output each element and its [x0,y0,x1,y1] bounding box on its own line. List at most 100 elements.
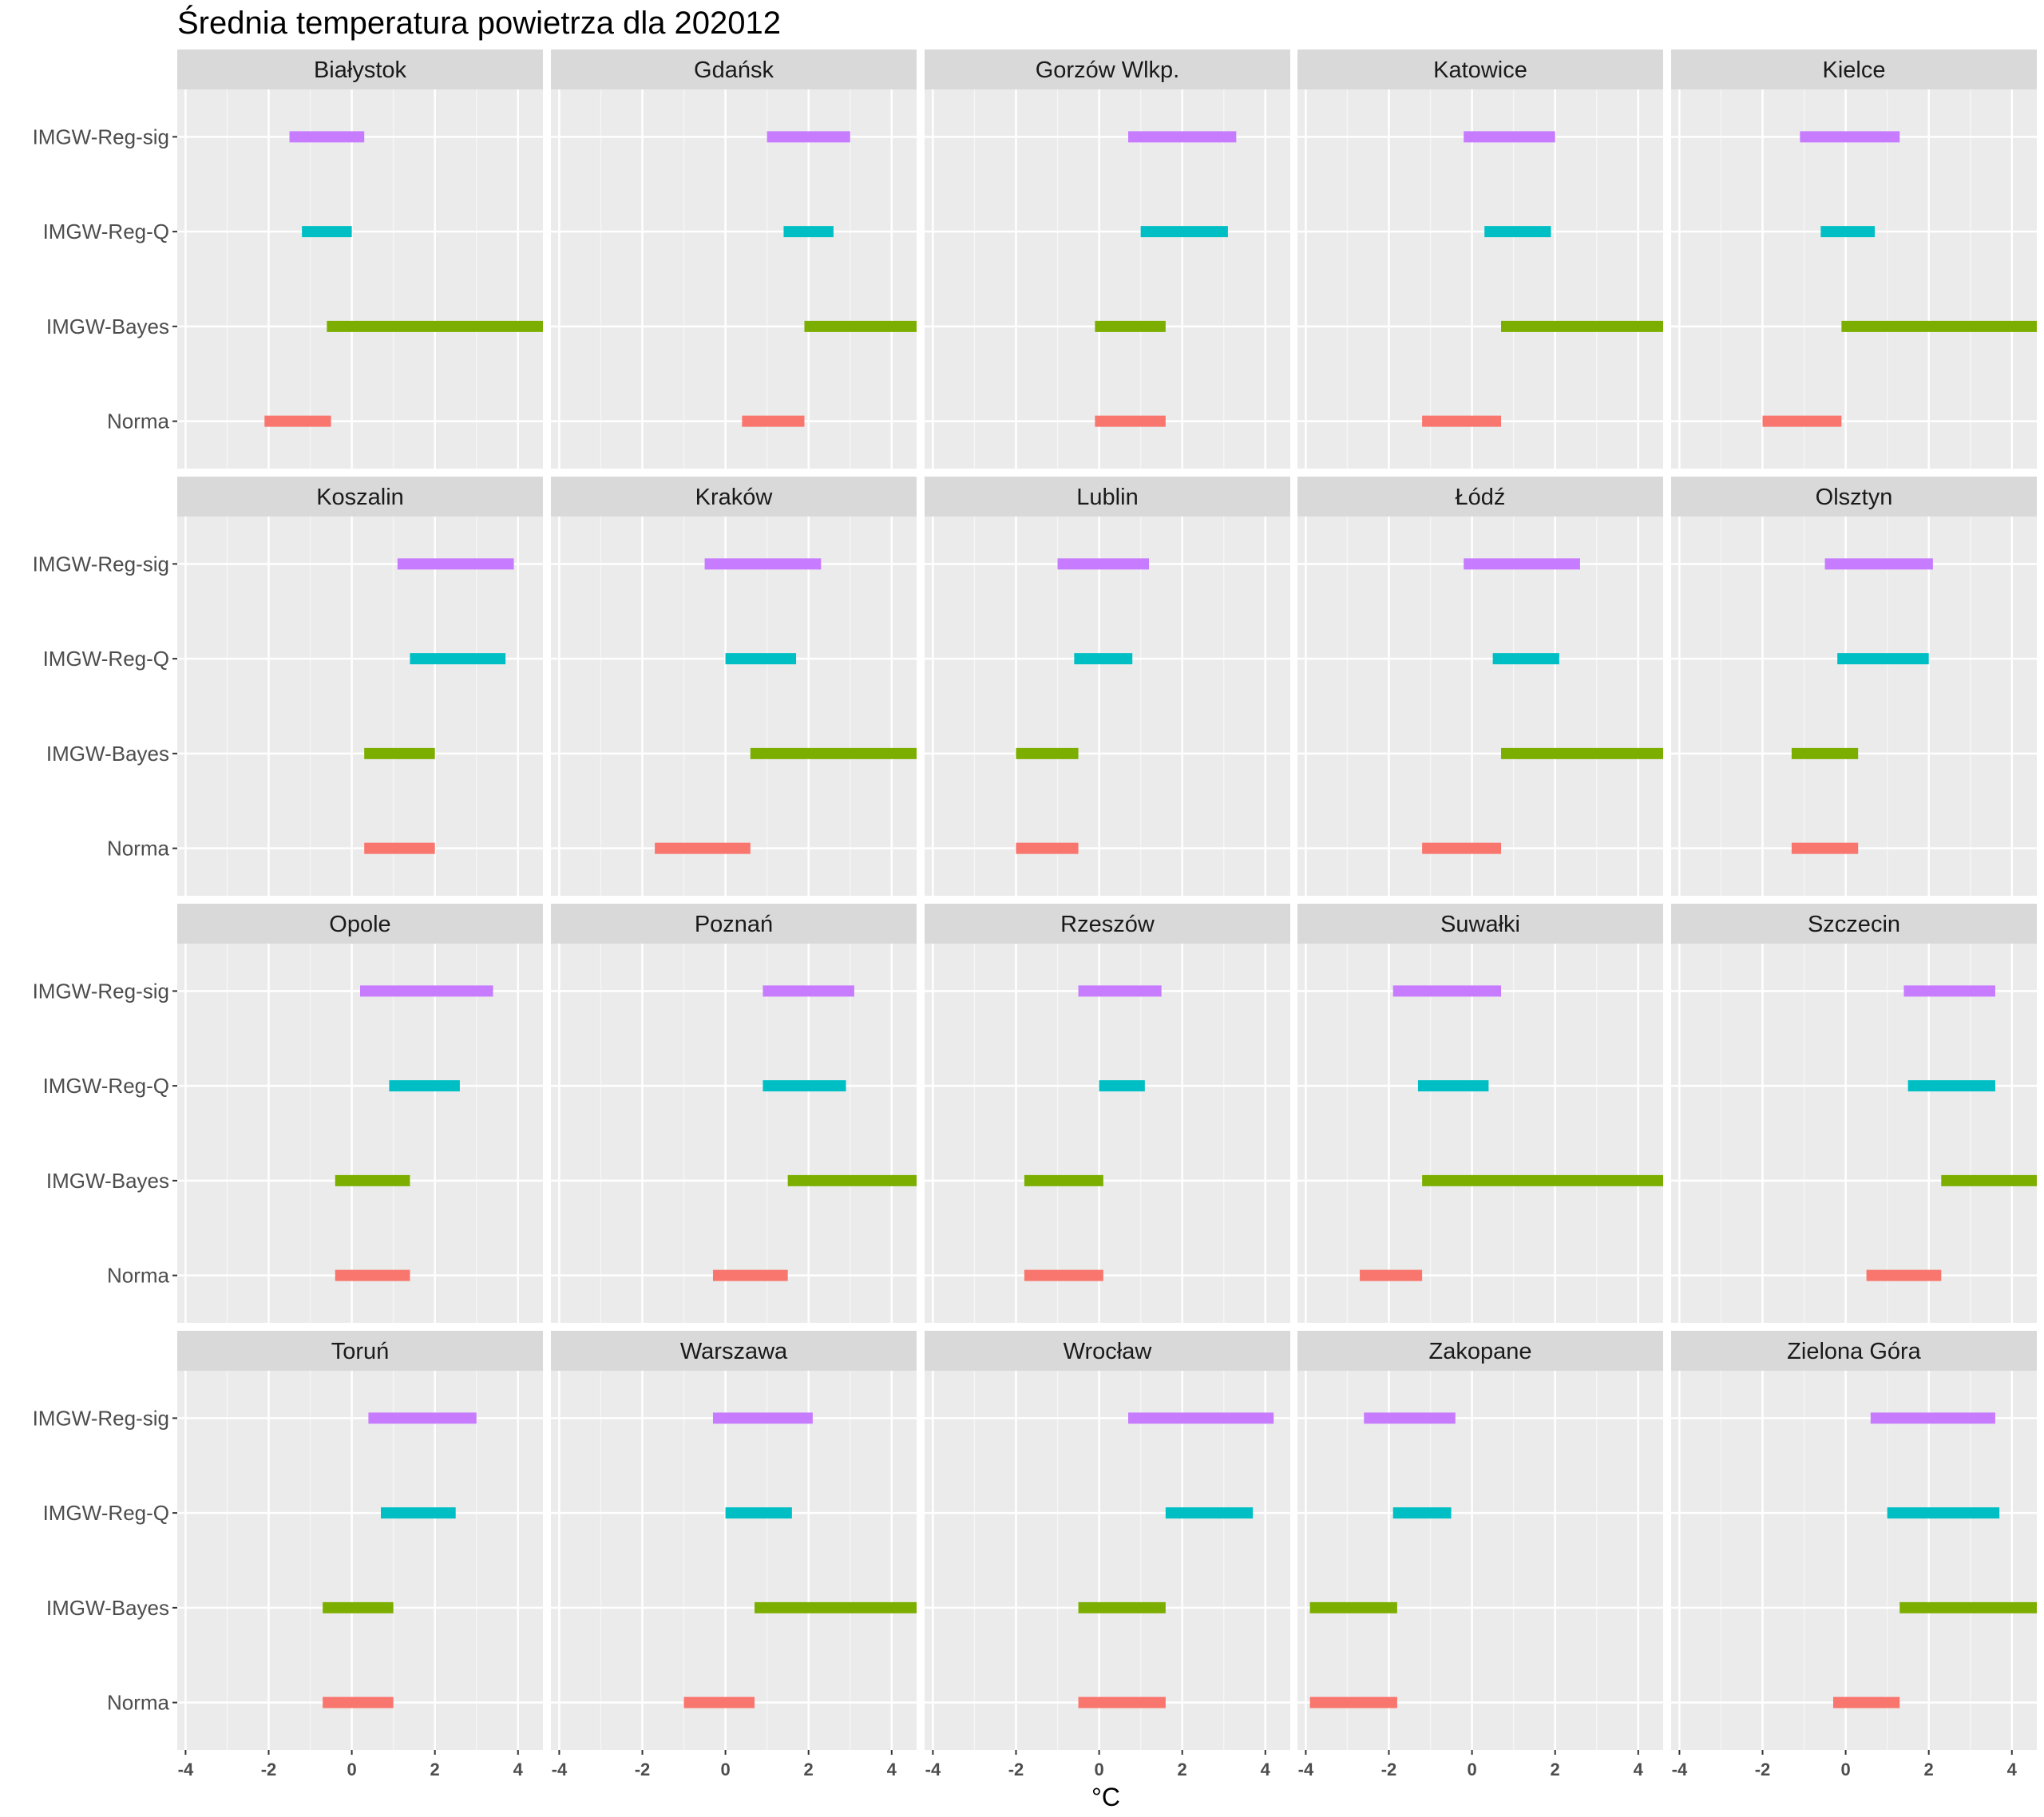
strip-label-opole: Opole [329,912,390,937]
range-bar-krakow-norma [655,842,751,854]
strip-zakopane [1297,1331,1663,1371]
y-tick-label: Norma [107,837,170,861]
plot-bg-opole [177,944,543,1323]
strip-kielce [1671,49,2037,89]
x-tick-label: 2 [430,1760,440,1779]
range-bar-olsztyn-norma [1791,842,1859,854]
range-bar-zielona-gora-imgw-reg-q [1887,1507,2000,1519]
panel-wroclaw: Wrocław -4 -2 0 2 4 [925,1331,1290,1779]
range-bar-katowice-imgw-bayes [1501,320,1663,332]
range-bar-szczecin-imgw-reg-q [1907,1080,1995,1092]
strip-label-kielce: Kielce [1823,57,1886,83]
panel-suwalki: Suwałki [1297,904,1663,1323]
range-bar-bialystok-imgw-reg-sig [289,131,365,143]
panel-gorzow-wlkp: Gorzów Wlkp. [925,49,1290,469]
x-tick-label: 0 [720,1760,730,1779]
range-bar-suwalki-imgw-reg-q [1417,1080,1489,1092]
range-bar-szczecin-imgw-reg-sig [1903,985,1995,997]
plot-bg-lublin [925,517,1290,896]
strip-katowice [1297,49,1663,89]
plot-bg-olsztyn [1671,517,2037,896]
range-bar-suwalki-imgw-reg-sig [1392,985,1502,997]
strip-label-olsztyn: Olsztyn [1816,485,1893,510]
strip-label-lodz: Łódź [1456,485,1506,510]
plot-bg-suwalki [1297,944,1663,1323]
strip-label-wroclaw: Wrocław [1064,1339,1153,1364]
range-bar-bialystok-imgw-reg-q [302,226,352,238]
x-tick-label: 4 [2007,1760,2018,1779]
range-bar-gorzow-wlkp-imgw-reg-q [1140,226,1228,238]
plot-bg-gorzow-wlkp [925,89,1290,469]
range-bar-wroclaw-imgw-reg-q [1165,1507,1254,1519]
range-bar-poznan-imgw-reg-sig [763,985,854,997]
range-bar-zakopane-imgw-bayes [1309,1601,1397,1613]
range-bar-zielona-gora-imgw-reg-sig [1870,1412,1995,1424]
range-bar-wroclaw-norma [1078,1696,1166,1708]
x-tick-label: -4 [1298,1760,1314,1779]
x-tick-label: -4 [1672,1760,1688,1779]
y-tick-label: IMGW-Reg-Q [43,1074,169,1098]
range-bar-rzeszow-imgw-bayes [1024,1174,1103,1186]
plot-bg-gdansk [551,89,917,469]
strip-rzeszow [925,904,1290,944]
panel-lodz: Łódź [1297,477,1663,896]
x-tick-label: 2 [1924,1760,1934,1779]
x-tick-label: -2 [635,1760,651,1779]
strip-label-zakopane: Zakopane [1429,1339,1532,1364]
strip-zielona-gora [1671,1331,2037,1371]
strip-olsztyn [1671,477,2037,517]
range-bar-gdansk-norma [742,415,805,427]
x-tick-label: 4 [1261,1760,1271,1779]
x-tick-label: 0 [1094,1760,1103,1779]
plot-bg-poznan [551,944,917,1323]
range-bar-olsztyn-imgw-reg-q [1837,653,1929,665]
range-bar-warszawa-imgw-reg-sig [712,1412,813,1424]
range-bar-lublin-imgw-reg-sig [1057,558,1150,570]
panel-bialystok: Białystok Norma IMGW-Bayes IMGW-Reg-Q IMGW-R… [33,49,543,469]
panel-warszawa: Warszawa -4 -2 0 2 4 [551,1331,917,1779]
panel-grid: Białystok Norma IMGW-Bayes IMGW-Reg-Q IMGW-R… [33,49,2037,1779]
plot-bg-bialystok [177,89,543,469]
range-bar-kielce-imgw-reg-sig [1800,131,1900,143]
strip-label-szczecin: Szczecin [1808,912,1900,937]
strip-poznan [551,904,917,944]
strip-label-zielona-gora: Zielona Góra [1787,1339,1922,1364]
range-bar-koszalin-imgw-reg-q [410,653,506,665]
range-bar-olsztyn-imgw-bayes [1791,747,1859,759]
range-bar-krakow-imgw-reg-q [725,653,797,665]
plot-bg-torun [177,1371,543,1750]
strip-label-lublin: Lublin [1076,485,1138,510]
plot-bg-szczecin [1671,944,2037,1323]
y-tick-label: Norma [107,410,170,433]
plot-bg-lodz [1297,517,1663,896]
x-tick-label: -2 [1381,1760,1397,1779]
panel-zakopane: Zakopane -4 -2 0 2 4 [1297,1331,1663,1779]
strip-szczecin [1671,904,2037,944]
panel-olsztyn: Olsztyn [1671,477,2037,896]
y-tick-label: IMGW-Reg-sig [33,1406,169,1430]
range-bar-zielona-gora-imgw-bayes [1899,1601,2037,1613]
y-tick-label: IMGW-Bayes [46,1596,169,1620]
plot-bg-rzeszow [925,944,1290,1323]
strip-label-gdansk: Gdańsk [694,57,774,83]
strip-label-warszawa: Warszawa [680,1339,788,1364]
plot-bg-warszawa [551,1371,917,1750]
y-tick-label: IMGW-Reg-Q [43,647,169,671]
plot-bg-koszalin [177,517,543,896]
range-bar-suwalki-norma [1360,1269,1423,1281]
strip-label-gorzow-wlkp: Gorzów Wlkp. [1036,57,1179,83]
range-bar-wroclaw-imgw-reg-sig [1128,1412,1274,1424]
strip-opole [177,904,543,944]
range-bar-torun-imgw-reg-sig [368,1412,477,1424]
range-bar-lodz-norma [1422,842,1502,854]
range-bar-gdansk-imgw-reg-sig [766,131,850,143]
range-bar-olsztyn-imgw-reg-sig [1824,558,1933,570]
strip-torun [177,1331,543,1371]
strip-lublin [925,477,1290,517]
plot-bg-krakow [551,517,917,896]
strip-gorzow-wlkp [925,49,1290,89]
range-bar-poznan-imgw-bayes [787,1174,917,1186]
x-tick-label: 4 [1634,1760,1644,1779]
strip-gdansk [551,49,917,89]
